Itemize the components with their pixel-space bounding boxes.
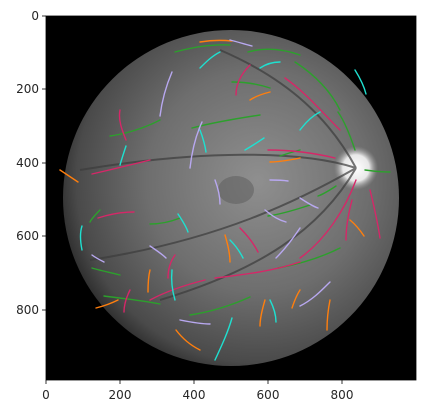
x-tick-label: 200 — [109, 388, 132, 402]
vessel-group-green — [89, 44, 391, 316]
y-tick-label: 200 — [16, 82, 39, 96]
y-tick-labels: 0 200 400 600 800 — [16, 9, 39, 317]
x-tick-label: 600 — [257, 388, 280, 402]
background-vessels — [79, 49, 357, 301]
fundus-image — [46, 16, 416, 380]
y-tick-label: 800 — [16, 303, 39, 317]
y-tick-label: 400 — [16, 156, 39, 170]
vessel-group-cyan — [79, 51, 367, 361]
x-axis — [45, 380, 343, 384]
x-tick-label: 800 — [331, 388, 354, 402]
vessel-group-crimson — [91, 64, 381, 313]
y-axis — [42, 15, 46, 311]
vessel-group-lavender — [91, 39, 331, 325]
axes-frame — [45, 15, 417, 381]
x-tick-label: 0 — [42, 388, 50, 402]
vessel-group-orange — [59, 39, 365, 351]
vessel-overlay — [59, 39, 391, 361]
x-tick-label: 400 — [183, 388, 206, 402]
x-tick-labels: 0 200 400 600 800 — [42, 388, 353, 402]
y-tick-label: 600 — [16, 229, 39, 243]
y-tick-label: 0 — [31, 9, 39, 23]
fovea — [218, 176, 254, 204]
